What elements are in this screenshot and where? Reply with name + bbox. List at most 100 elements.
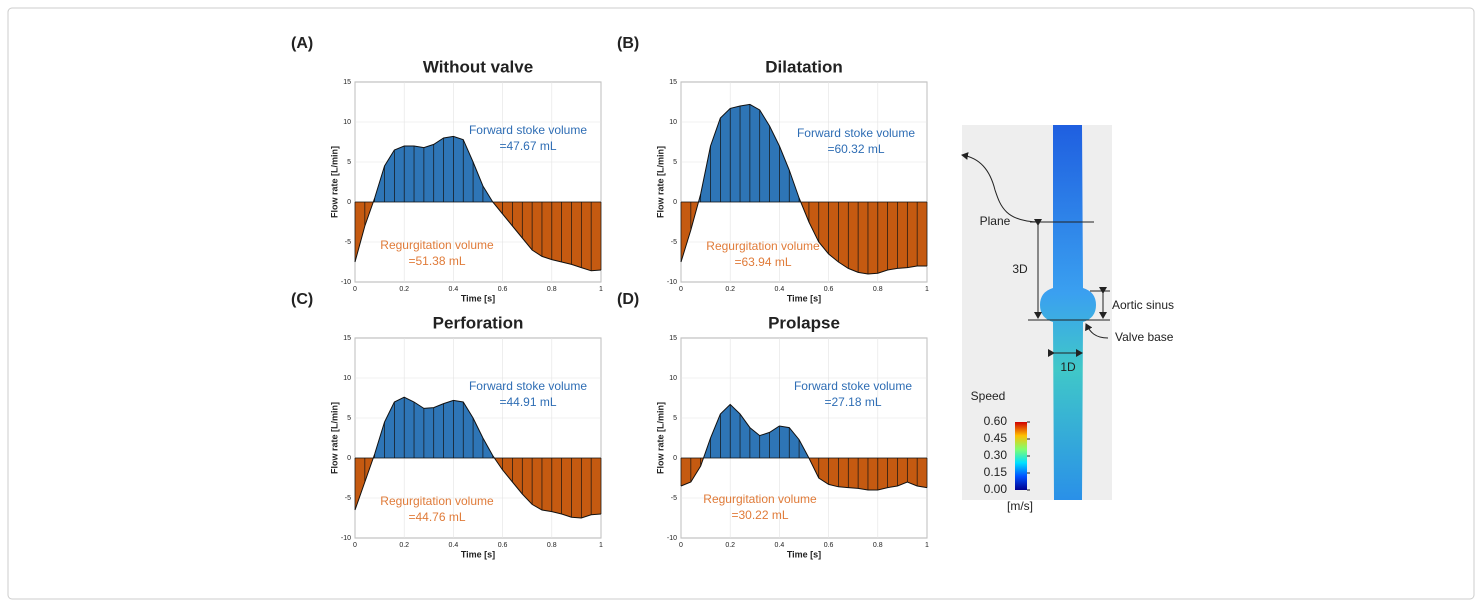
flow-segment xyxy=(681,202,691,262)
x-tick-label: 0 xyxy=(353,286,357,293)
flow-segment xyxy=(591,202,601,271)
regurgitation-area xyxy=(681,202,927,274)
x-tick-label: 0.4 xyxy=(449,286,459,293)
flow-segment xyxy=(571,458,582,518)
regurgitation-label: Regurgitation volume xyxy=(706,239,820,253)
flow-segment xyxy=(867,458,878,490)
y-tick-label: 0 xyxy=(673,199,677,206)
flow-segment xyxy=(759,110,770,202)
flow-segment xyxy=(838,202,849,269)
chart-panel: -10 -5 0 5 10 15 0 0.2 0.4 0.6 0.8 1 (B) Dilatation Ti… xyxy=(617,35,929,303)
flow-segment xyxy=(749,427,760,458)
flow-segment xyxy=(848,202,859,273)
y-tick-label: -5 xyxy=(671,495,677,502)
regurgitation-value: =44.76 mL xyxy=(408,510,465,524)
forward-label: Forward stoke volume xyxy=(469,379,587,393)
flow-segment xyxy=(581,202,592,271)
regurgitation-area xyxy=(681,458,927,490)
flow-segment xyxy=(907,458,918,486)
flow-segment xyxy=(730,404,741,458)
flow-segment xyxy=(877,202,888,274)
x-tick-label: 0.2 xyxy=(725,542,735,549)
x-tick-label: 0.6 xyxy=(498,286,508,293)
x-axis-label: Time [s] xyxy=(461,549,495,559)
y-tick-label: -5 xyxy=(671,239,677,246)
flow-segment xyxy=(394,397,405,458)
x-tick-label: 0.2 xyxy=(399,286,409,293)
x-tick-label: 0.4 xyxy=(775,286,785,293)
panel-label: (A) xyxy=(291,35,313,52)
flow-segment xyxy=(591,458,601,515)
flow-segment xyxy=(394,146,405,202)
flow-segment xyxy=(681,458,691,486)
flow-segment xyxy=(690,458,701,482)
flow-segment xyxy=(502,202,513,226)
flow-segment xyxy=(522,202,533,250)
flow-segment xyxy=(769,426,780,458)
flow-segment xyxy=(473,162,483,202)
regurgitation-value: =63.94 mL xyxy=(734,255,791,269)
y-axis-label: Flow rate [L/min] xyxy=(329,402,339,474)
flow-segment xyxy=(404,397,415,458)
panel-label: (C) xyxy=(291,291,313,308)
x-tick-label: 0.8 xyxy=(873,542,883,549)
flow-segment xyxy=(858,458,868,490)
colorbar-tick-label: 0.15 xyxy=(984,465,1008,479)
x-tick-label: 0.6 xyxy=(824,542,834,549)
forward-label: Forward stoke volume xyxy=(469,123,587,137)
forward-value: =44.91 mL xyxy=(499,395,556,409)
y-tick-label: -10 xyxy=(667,279,677,286)
x-tick-label: 0.2 xyxy=(399,542,409,549)
flow-segment xyxy=(710,414,721,458)
forward-value: =27.18 mL xyxy=(824,395,881,409)
distance-label: 3D xyxy=(1012,262,1028,276)
panel-label: (D) xyxy=(617,291,639,308)
regurgitation-value: =30.22 mL xyxy=(731,508,788,522)
flow-line xyxy=(680,103,927,275)
flow-segment xyxy=(355,202,365,262)
y-tick-label: 10 xyxy=(343,119,351,126)
flow-segment xyxy=(720,404,731,458)
flow-segment xyxy=(897,202,908,269)
diagram: Plane 3D Aortic sinus Valve base 1D Spee… xyxy=(961,125,1174,513)
x-tick-label: 0 xyxy=(679,542,683,549)
y-axis-label: Flow rate [L/min] xyxy=(329,146,339,218)
y-tick-label: 5 xyxy=(673,159,677,166)
flow-segment xyxy=(867,202,878,274)
x-tick-label: 0 xyxy=(353,542,357,549)
x-tick-label: 0.4 xyxy=(775,542,785,549)
flow-segment xyxy=(858,202,868,274)
flow-segment xyxy=(808,202,819,242)
chart-panel: -10 -5 0 5 10 15 0 0.2 0.4 0.6 0.8 1 (D) Prolapse Time… xyxy=(617,291,929,559)
x-axis-label: Time [s] xyxy=(787,293,821,303)
y-tick-label: -5 xyxy=(345,495,351,502)
flow-segment xyxy=(749,104,760,202)
flow-segment xyxy=(463,139,474,202)
flow-segment xyxy=(887,458,898,488)
y-tick-label: -5 xyxy=(345,239,351,246)
x-axis-label: Time [s] xyxy=(461,293,495,303)
forward-area xyxy=(364,397,503,458)
valve-base-label: Valve base xyxy=(1115,330,1174,344)
flow-segment xyxy=(700,458,711,466)
flow-segment xyxy=(433,138,444,202)
flow-segment xyxy=(720,108,731,202)
flow-segment xyxy=(581,458,592,518)
colorbar-unit: [m/s] xyxy=(1007,499,1033,513)
flow-segment xyxy=(423,407,434,458)
aorta-render xyxy=(1040,125,1096,500)
flow-segment xyxy=(818,202,829,254)
flow-segment xyxy=(502,458,513,482)
x-tick-label: 0.8 xyxy=(547,286,557,293)
plane-label: Plane xyxy=(980,214,1011,228)
flow-segment xyxy=(443,136,454,202)
flow-segment xyxy=(541,202,552,260)
y-tick-label: 15 xyxy=(669,79,677,86)
colorbar-tick-label: 0.45 xyxy=(984,431,1008,445)
chart-title: Prolapse xyxy=(768,313,840,332)
regurgitation-area xyxy=(355,458,601,518)
plane-arrow xyxy=(961,152,1041,223)
chart-panel: -10 -5 0 5 10 15 0 0.2 0.4 0.6 0.8 1 (A) Without valv… xyxy=(291,35,603,303)
flow-segment xyxy=(364,202,375,226)
